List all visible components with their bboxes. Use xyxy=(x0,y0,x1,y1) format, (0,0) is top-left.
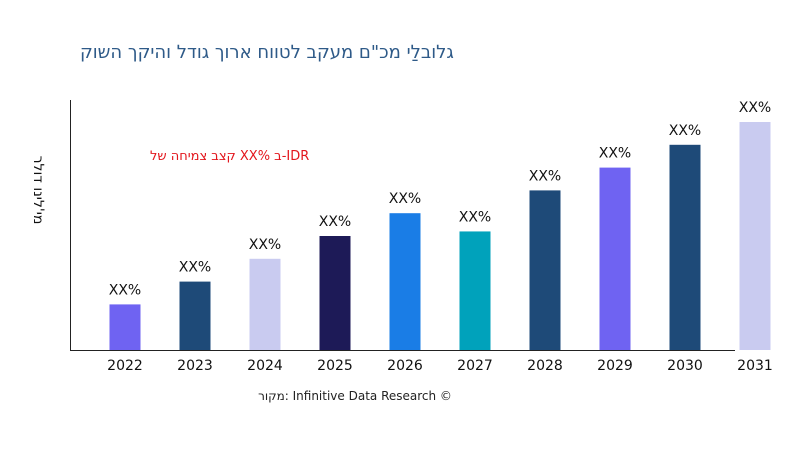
data-label: XX% xyxy=(319,214,351,230)
x-tick-label: 2023 xyxy=(177,358,213,374)
bar xyxy=(249,258,281,350)
bar xyxy=(179,281,211,350)
y-axis-label: רלוד וניל'ימ xyxy=(30,156,46,225)
x-tick-label: 2024 xyxy=(247,358,283,374)
data-label: XX% xyxy=(109,282,141,298)
bar xyxy=(389,213,421,350)
bar xyxy=(319,236,351,350)
bar xyxy=(529,190,561,350)
x-tick-label: 2031 xyxy=(737,358,773,374)
data-label: XX% xyxy=(669,123,701,139)
annotation: לש החימצ בצק XX% ב-IDR xyxy=(150,149,309,164)
x-tick-label: 2028 xyxy=(527,358,563,374)
x-tick-label: 2022 xyxy=(107,358,143,374)
bar xyxy=(739,122,771,350)
source: רוקמ: Infinitive Data Research © xyxy=(258,389,452,403)
x-tick-label: 2026 xyxy=(387,358,423,374)
data-label: XX% xyxy=(389,191,421,207)
bar xyxy=(599,167,631,350)
data-label: XX% xyxy=(249,237,281,253)
bar xyxy=(109,304,141,350)
data-label: XX% xyxy=(599,146,631,162)
bar xyxy=(669,144,701,350)
x-tick-label: 2030 xyxy=(667,358,703,374)
data-label: XX% xyxy=(179,260,211,276)
data-label: XX% xyxy=(459,209,491,225)
x-tick-label: 2029 xyxy=(597,358,633,374)
x-tick-label: 2027 xyxy=(457,358,493,374)
bar xyxy=(459,231,491,350)
data-label: XX% xyxy=(739,100,771,116)
x-tick-label: 2025 xyxy=(317,358,353,374)
data-label: XX% xyxy=(529,168,561,184)
chart-title: קושה ךקיהו לדוג ךורא חווטל בקעמ ם"כמ ילַ… xyxy=(80,42,454,63)
